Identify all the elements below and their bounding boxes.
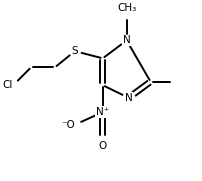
Text: S: S [71,46,78,56]
Text: CH₃: CH₃ [116,3,136,14]
Text: ⁻O: ⁻O [61,120,75,130]
Text: N: N [122,35,130,45]
Text: N⁺: N⁺ [96,107,109,117]
Text: O: O [98,141,106,151]
Text: Cl: Cl [3,80,13,90]
Text: N: N [124,93,132,103]
